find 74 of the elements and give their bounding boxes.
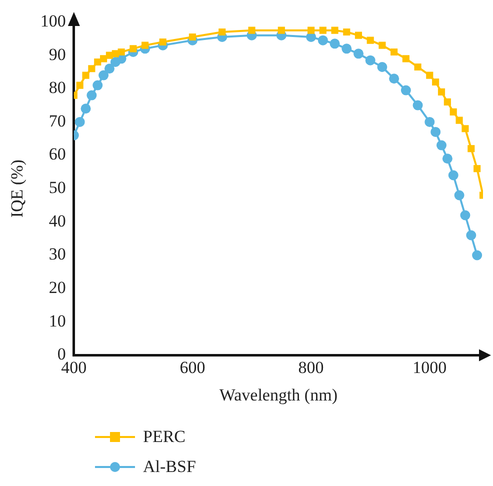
point	[343, 28, 350, 36]
point	[86, 90, 97, 100]
point	[98, 70, 109, 80]
point	[436, 140, 446, 150]
point	[474, 165, 481, 172]
point	[342, 44, 352, 54]
point	[378, 42, 386, 49]
point	[159, 38, 166, 46]
point	[278, 26, 285, 34]
point	[318, 35, 328, 46]
point	[92, 80, 103, 90]
y-tick-label: 60	[48, 144, 66, 164]
point	[402, 55, 410, 62]
y-tick-label: 90	[48, 44, 66, 64]
point	[142, 42, 149, 49]
point	[412, 100, 423, 110]
point	[188, 33, 196, 41]
point	[390, 48, 398, 56]
x-axis-title: Wavelength (nm)	[219, 385, 338, 404]
point	[365, 55, 376, 66]
point	[432, 78, 440, 86]
point	[414, 63, 422, 71]
point	[94, 58, 102, 66]
legend-label: Al-BSF	[143, 457, 196, 477]
y-tick-label: 100	[40, 11, 66, 30]
point	[389, 74, 400, 84]
point	[80, 104, 91, 114]
point	[430, 126, 441, 137]
x-tick-label: 800	[298, 358, 324, 377]
point	[319, 26, 326, 34]
y-tick-label: 0	[57, 344, 66, 364]
point	[466, 230, 476, 240]
point	[454, 190, 464, 200]
point	[218, 28, 226, 36]
point	[118, 48, 125, 56]
point	[456, 116, 463, 124]
y-tick-label: 50	[48, 178, 66, 198]
point	[377, 62, 388, 72]
point	[88, 65, 96, 72]
point	[354, 32, 362, 39]
point	[442, 154, 452, 164]
point	[424, 116, 435, 127]
point	[130, 45, 137, 52]
point	[460, 210, 470, 220]
y-tick-label: 80	[48, 78, 66, 98]
x-tick-label: 1000	[412, 358, 447, 377]
x-tick-label: 600	[180, 358, 206, 377]
point	[444, 98, 451, 106]
point	[308, 26, 315, 34]
point	[438, 88, 446, 96]
y-axis-title: IQE (%)	[8, 160, 27, 218]
point	[104, 64, 114, 74]
point	[448, 170, 458, 180]
point	[366, 36, 374, 44]
point	[248, 26, 256, 34]
y-tick-label: 40	[48, 211, 66, 230]
point	[426, 72, 434, 79]
y-tick-label: 30	[48, 244, 66, 264]
legend-label: PERC	[143, 427, 186, 447]
point	[353, 48, 364, 59]
point	[462, 125, 469, 132]
point	[330, 38, 340, 49]
point	[468, 145, 475, 152]
y-tick-label: 20	[48, 278, 66, 298]
point	[472, 250, 482, 260]
point	[74, 116, 85, 127]
point	[331, 26, 338, 34]
y-tick-label: 70	[48, 111, 66, 130]
y-tick-label: 10	[48, 311, 66, 330]
point	[450, 108, 457, 116]
point	[82, 72, 90, 79]
point	[76, 82, 84, 89]
point	[400, 85, 411, 96]
point	[100, 55, 108, 62]
